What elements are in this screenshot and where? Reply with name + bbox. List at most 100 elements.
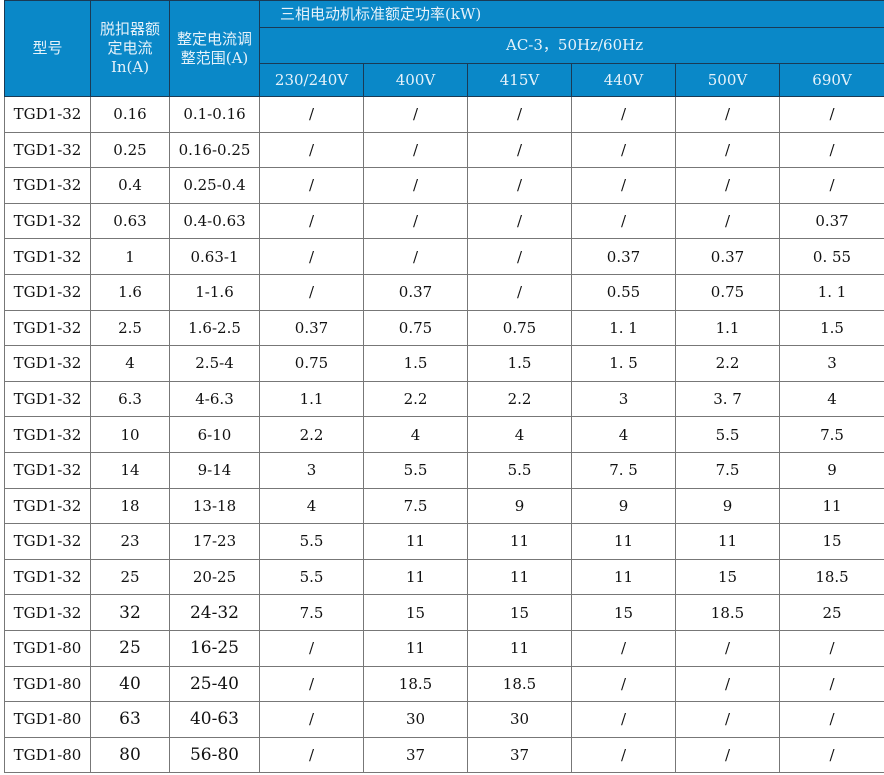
table-cell: 6.3 bbox=[90, 380, 170, 418]
table-cell: 7.5 bbox=[259, 594, 364, 631]
table-cell: 5.5 bbox=[363, 451, 468, 489]
table-cell: 32 bbox=[90, 594, 170, 631]
table-cell: / bbox=[259, 736, 364, 774]
table-cell: 0.37 bbox=[778, 202, 884, 240]
table-cell: 2.5-4 bbox=[169, 345, 260, 382]
table-cell: 9 bbox=[675, 487, 780, 525]
table-row: TGD1-32 0.63 0.4-0.63// / //0.37 bbox=[4, 202, 884, 240]
table-cell: / bbox=[571, 96, 676, 133]
table-cell: 1.5 bbox=[467, 345, 572, 382]
table-cell: 0.37 bbox=[675, 238, 780, 275]
table-cell: / bbox=[778, 167, 884, 204]
table-cell: 4 bbox=[571, 416, 676, 453]
table-cell: 1 bbox=[90, 238, 170, 275]
table-cell: 0.75 bbox=[259, 345, 364, 382]
table-cell: / bbox=[778, 736, 884, 774]
motor-power-table: 型号 脱扣器额定电流 In(A) 整定电流调整范围(A) 三相电动机标准额定功率… bbox=[4, 0, 884, 774]
table-cell: 18.5 bbox=[363, 665, 468, 703]
table-cell: / bbox=[467, 273, 572, 311]
table-cell: 1.1 bbox=[259, 380, 364, 418]
table-cell: 0.63 bbox=[90, 202, 170, 240]
table-cell: 5.5 bbox=[467, 451, 572, 489]
table-cell: / bbox=[571, 167, 676, 204]
table-cell: 18 bbox=[90, 487, 170, 525]
table-cell: 4 bbox=[259, 487, 364, 525]
table-cell: 23 bbox=[90, 523, 170, 560]
table-cell: / bbox=[675, 96, 780, 133]
table-cell: TGD1-32 bbox=[4, 167, 91, 204]
table-cell: TGD1-32 bbox=[4, 523, 91, 560]
table-cell: 0.63-1 bbox=[169, 238, 260, 275]
table-cell: / bbox=[259, 202, 364, 240]
table-cell: / bbox=[778, 629, 884, 667]
table-cell: 9-14 bbox=[169, 451, 260, 489]
table-cell: TGD1-32 bbox=[4, 558, 91, 596]
table-cell: 40-63 bbox=[169, 701, 260, 738]
table-cell: 7.5 bbox=[778, 416, 884, 453]
table-cell: 2.5 bbox=[90, 309, 170, 347]
table-cell: 5.5 bbox=[675, 416, 780, 453]
table-row: TGD1-80 63 40-63/30 30// / bbox=[4, 701, 884, 738]
table-cell: / bbox=[778, 96, 884, 133]
table-cell: 11 bbox=[363, 558, 468, 596]
table-cell: 10 bbox=[90, 416, 170, 453]
table-cell: / bbox=[675, 701, 780, 738]
table-cell: 0.75 bbox=[363, 309, 468, 347]
table-row: TGD1-32 25 20-25 5.5 11 11 11 15 18.5 bbox=[4, 558, 884, 596]
table-cell: / bbox=[675, 167, 780, 204]
table-cell: 13-18 bbox=[169, 487, 260, 525]
table-cell: TGD1-32 bbox=[4, 309, 91, 347]
table-cell: 1.6 bbox=[90, 273, 170, 311]
table-cell: TGD1-80 bbox=[4, 701, 91, 738]
table-row: TGD1-32 2.5 1.6-2.5 0.37 0.75 0.75 1. 1 1.1 1.5 bbox=[4, 309, 884, 347]
table-cell: TGD1-32 bbox=[4, 594, 91, 631]
table-cell: / bbox=[467, 96, 572, 133]
table-cell: 37 bbox=[467, 736, 572, 774]
table-cell: 0.37 bbox=[571, 238, 676, 275]
table-row: TGD1-80 40 25-40/18.5 18.5// / bbox=[4, 665, 884, 703]
table-cell: 1. 1 bbox=[778, 273, 884, 311]
table-cell: 9 bbox=[467, 487, 572, 525]
table-row: TGD1-32 4 2.5-4 0.75 1.5 1.5 1. 5 2.2 3 bbox=[4, 345, 884, 382]
table-cell: 20-25 bbox=[169, 558, 260, 596]
table-cell: 4 bbox=[467, 416, 572, 453]
header-voltage: 230/240V bbox=[259, 63, 364, 97]
table-cell: 7.5 bbox=[363, 487, 468, 525]
table-row: TGD1-32 1.6 1-1.6/0.37/0.55 0.75 1. 1 bbox=[4, 273, 884, 311]
table-cell: 7. 5 bbox=[571, 451, 676, 489]
header-setting-range: 整定电流调整范围(A) bbox=[169, 0, 260, 97]
table-cell: 2.2 bbox=[467, 380, 572, 418]
table-cell: 3. 7 bbox=[675, 380, 780, 418]
table-cell: / bbox=[778, 701, 884, 738]
table-cell: 63 bbox=[90, 701, 170, 738]
table-cell: 25 bbox=[778, 594, 884, 631]
table-cell: / bbox=[259, 96, 364, 133]
table-cell: 0.16 bbox=[90, 96, 170, 133]
table-cell: 80 bbox=[90, 736, 170, 774]
table-cell: TGD1-32 bbox=[4, 451, 91, 489]
table-cell: / bbox=[571, 629, 676, 667]
table-row: TGD1-32 1 0.63-1///0.37 0.37 0. 55 bbox=[4, 238, 884, 275]
table-cell: / bbox=[259, 167, 364, 204]
table-cell: / bbox=[675, 736, 780, 774]
header-power-subtitle: AC-3，50Hz/60Hz bbox=[258, 27, 884, 64]
table-cell: 2.2 bbox=[363, 380, 468, 418]
table-cell: / bbox=[259, 701, 364, 738]
table-cell: 5.5 bbox=[259, 523, 364, 560]
table-cell: TGD1-32 bbox=[4, 238, 91, 275]
table-cell: 0.75 bbox=[675, 273, 780, 311]
table-cell: TGD1-32 bbox=[4, 96, 91, 133]
table-cell: 11 bbox=[363, 523, 468, 560]
table-cell: 25 bbox=[90, 558, 170, 596]
table-cell: 11 bbox=[675, 523, 780, 560]
table-cell: TGD1-80 bbox=[4, 665, 91, 703]
table-cell: 1.5 bbox=[363, 345, 468, 382]
table-row: TGD1-32 10 6-10 2.2 4 4 4 5.5 7.5 bbox=[4, 416, 884, 453]
table-cell: / bbox=[675, 131, 780, 169]
header-voltage: 440V bbox=[571, 63, 676, 97]
table-cell: TGD1-32 bbox=[4, 131, 91, 169]
table-cell: 4 bbox=[90, 345, 170, 382]
table-cell: 0.37 bbox=[259, 309, 364, 347]
table-cell: 1-1.6 bbox=[169, 273, 260, 311]
table-cell: 14 bbox=[90, 451, 170, 489]
